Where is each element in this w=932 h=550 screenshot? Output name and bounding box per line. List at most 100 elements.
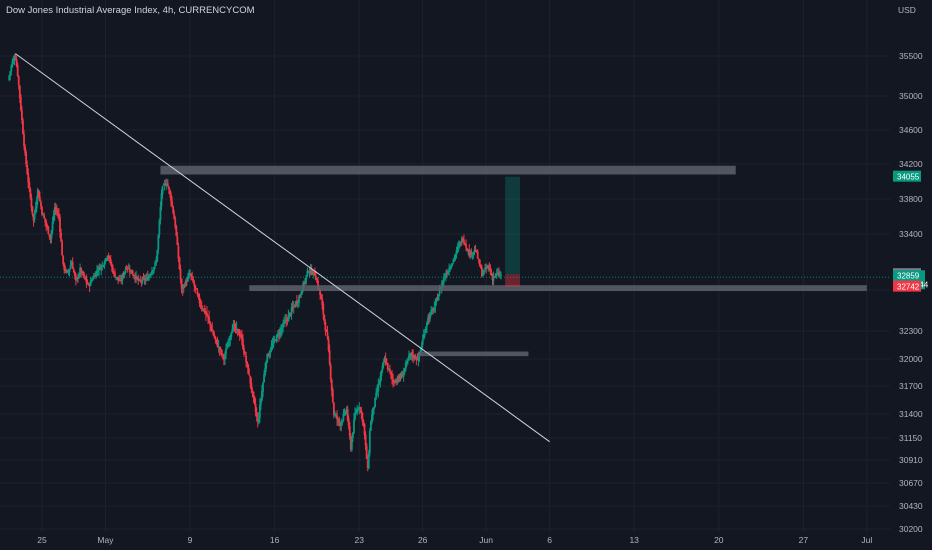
- candle-body: [398, 375, 401, 379]
- candle-body: [189, 273, 191, 275]
- candle-body: [228, 341, 231, 343]
- y-tick-label: 33400: [899, 229, 923, 239]
- candle-body: [476, 251, 479, 259]
- candle-body: [32, 214, 35, 221]
- candle-body: [181, 287, 184, 290]
- candle-body: [454, 254, 457, 258]
- candle-body: [273, 339, 276, 341]
- candle-body: [125, 268, 128, 270]
- candle-body: [107, 255, 110, 259]
- candle-body: [479, 265, 482, 269]
- candle-body: [261, 390, 263, 401]
- candle-body: [399, 377, 402, 379]
- candle-body: [120, 279, 123, 281]
- candle-body: [275, 334, 278, 342]
- candle-body: [335, 415, 337, 417]
- candle-body: [236, 329, 239, 331]
- candle-body: [26, 164, 29, 174]
- candle-body: [244, 353, 246, 355]
- candle-body: [460, 238, 463, 244]
- candle-body: [458, 242, 461, 246]
- candle-body: [91, 279, 94, 281]
- candle-body: [314, 276, 317, 281]
- y-tick-label: 34600: [899, 125, 923, 135]
- candle-body: [276, 333, 279, 335]
- candle-body: [286, 319, 289, 321]
- candle-body: [79, 267, 81, 274]
- currency-label: USD: [898, 5, 916, 15]
- candle-body: [263, 374, 265, 383]
- candle-body: [192, 278, 195, 283]
- candle-body: [179, 269, 182, 280]
- candle-body: [208, 316, 210, 321]
- candle-body: [311, 273, 314, 275]
- x-tick-label: 6: [547, 535, 552, 545]
- candle-body: [254, 404, 257, 412]
- candle-body: [200, 305, 203, 308]
- candle-body: [268, 353, 271, 356]
- candle-body: [327, 338, 330, 351]
- candle-body: [409, 353, 411, 355]
- candle-body: [496, 272, 499, 274]
- candle-body: [448, 268, 451, 272]
- candle-body: [213, 334, 216, 338]
- candle-body: [394, 382, 397, 384]
- candle-body: [49, 236, 52, 239]
- candle-body: [472, 252, 475, 254]
- candle-body: [234, 324, 237, 330]
- candle-body: [43, 214, 46, 219]
- candle-body: [486, 266, 489, 269]
- candle-body: [243, 348, 245, 354]
- candle-body: [36, 189, 39, 200]
- candle-body: [157, 235, 160, 250]
- candle-body: [290, 307, 293, 315]
- candle-body: [195, 288, 198, 290]
- candle-body: [257, 417, 260, 423]
- candle-body: [205, 312, 207, 314]
- candle-body: [289, 313, 292, 315]
- candle-body: [129, 270, 132, 273]
- candle-body: [124, 269, 127, 273]
- candle-body: [447, 271, 449, 275]
- candle-body: [437, 294, 440, 301]
- candle-body: [145, 276, 148, 279]
- candle-body: [403, 368, 406, 372]
- candle-body: [71, 261, 74, 269]
- chart-title: Dow Jones Industrial Average Index, 4h, …: [6, 5, 255, 16]
- candle-body: [156, 250, 159, 262]
- y-tick-label: 35500: [899, 51, 923, 61]
- candle-body: [56, 212, 59, 214]
- candle-body: [400, 374, 403, 379]
- candle-body: [206, 312, 208, 316]
- candle-body: [493, 276, 496, 278]
- candle-body: [101, 265, 104, 267]
- candle-body: [334, 414, 336, 416]
- candle-body: [140, 281, 143, 283]
- candle-body: [324, 322, 327, 331]
- candle-body: [463, 239, 465, 244]
- candle-body: [295, 301, 298, 304]
- candle-body: [424, 327, 427, 333]
- candle-body: [436, 299, 439, 301]
- x-tick-label: 13: [629, 535, 639, 545]
- candle-body: [159, 207, 162, 221]
- y-tick-label: 30670: [899, 478, 923, 488]
- candle-body: [498, 274, 501, 276]
- candle-body: [452, 259, 455, 263]
- candle-body: [369, 421, 372, 431]
- candle-body: [270, 346, 273, 351]
- candle-body: [428, 318, 430, 320]
- candle-body: [177, 245, 180, 259]
- candle-body: [201, 308, 204, 310]
- candle-body: [142, 277, 145, 279]
- candle-body: [336, 415, 338, 420]
- candle-body: [12, 58, 15, 62]
- candle-body: [30, 197, 33, 208]
- candle-body: [130, 269, 133, 274]
- candle-body: [117, 276, 120, 280]
- candle-body: [68, 268, 71, 273]
- price-tag-label: 34055: [897, 173, 920, 182]
- candle-body: [253, 396, 256, 404]
